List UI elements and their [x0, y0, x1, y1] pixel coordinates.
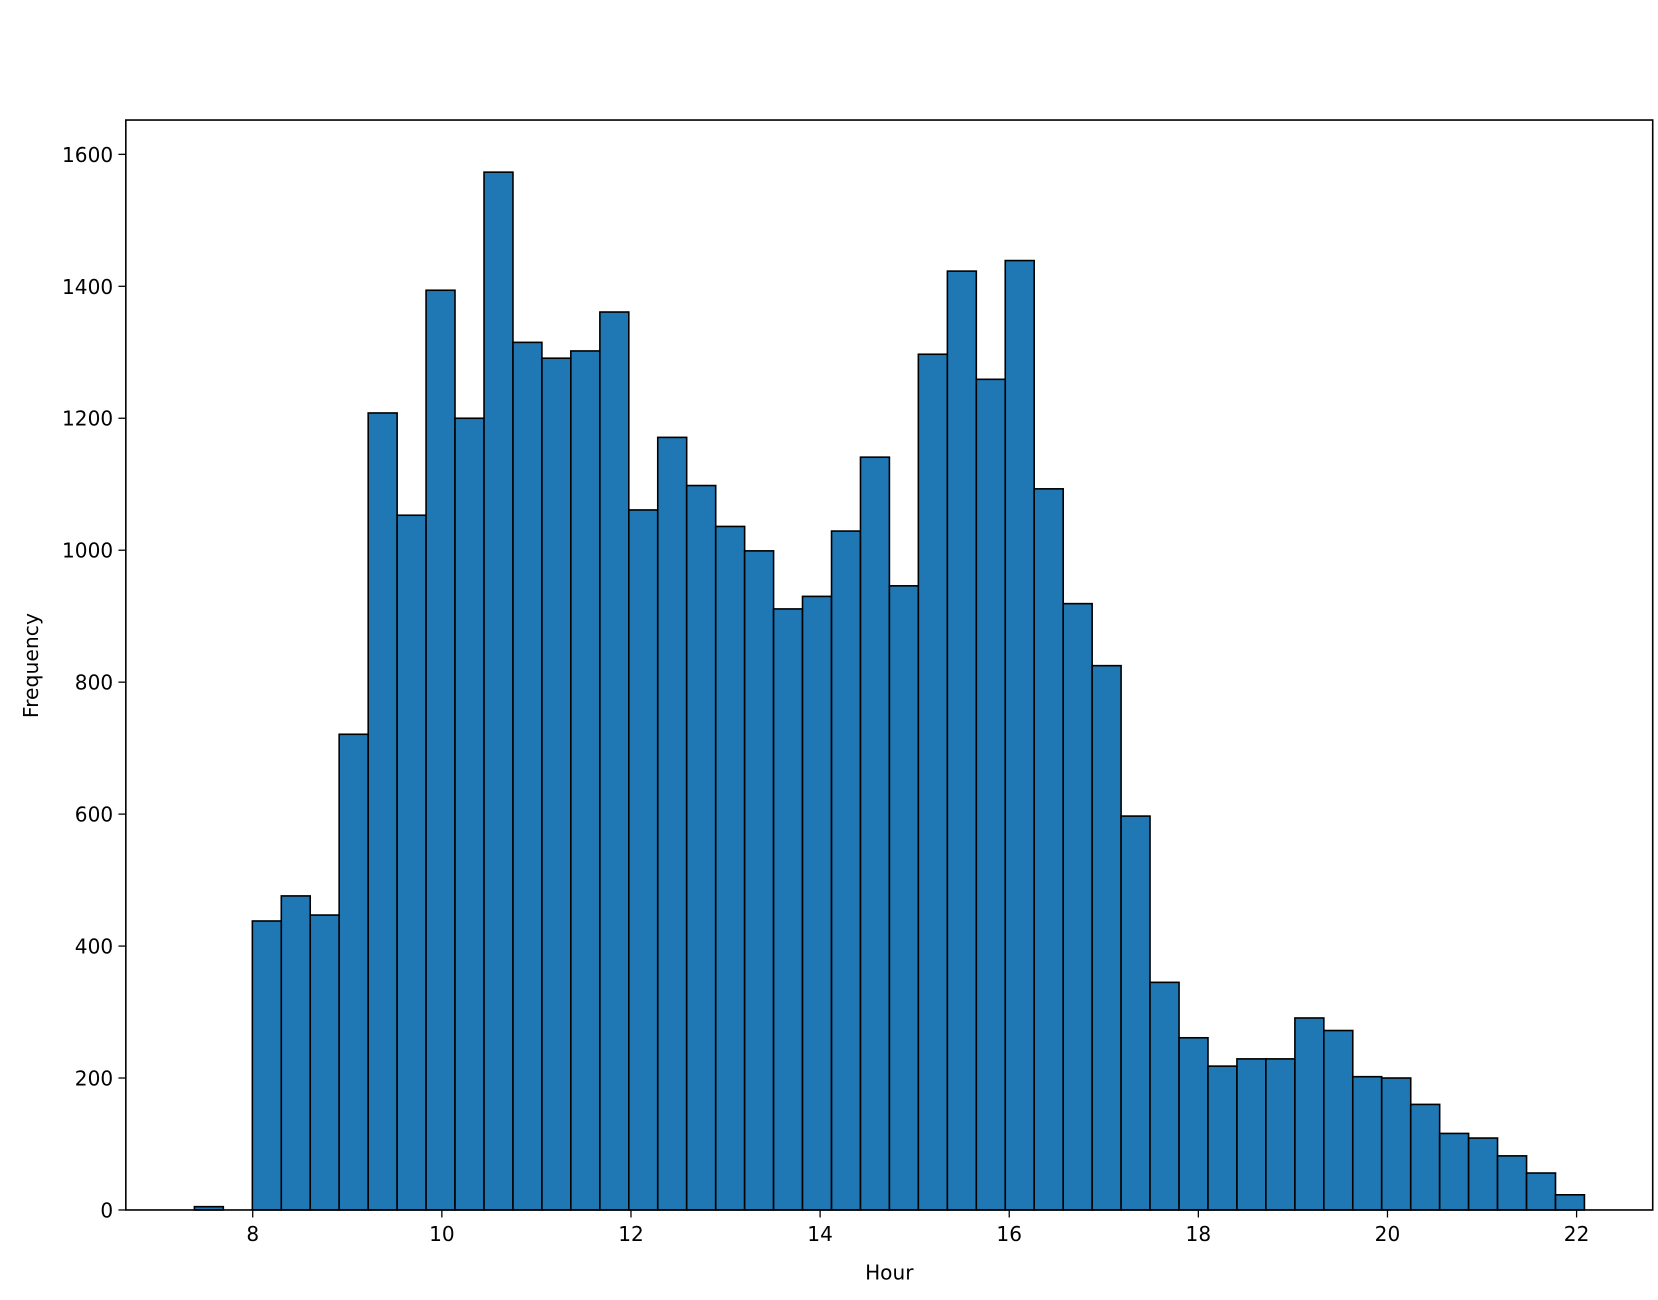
bar [1351, 1075, 1383, 1211]
y-tick-label: 400 [75, 934, 113, 958]
bar [1207, 1065, 1238, 1211]
bar [1438, 1132, 1470, 1211]
x-axis-label: Hour [865, 1261, 914, 1285]
bar [396, 514, 427, 1211]
bar [1120, 815, 1151, 1211]
x-tick-label: 20 [1375, 1222, 1401, 1246]
bar [1380, 1077, 1412, 1211]
y-tick-label: 200 [75, 1066, 113, 1090]
bar [859, 456, 891, 1211]
bar [1033, 488, 1065, 1211]
bar [685, 484, 717, 1211]
y-tick-label: 1600 [62, 143, 113, 167]
bar [1236, 1058, 1267, 1211]
bar [367, 412, 398, 1211]
bar [1467, 1137, 1499, 1211]
x-tick-label: 8 [246, 1222, 259, 1246]
bar [1525, 1172, 1557, 1211]
bar [541, 357, 572, 1211]
bar [1004, 259, 1035, 1211]
x-tick-label: 10 [429, 1222, 455, 1246]
x-tick-label: 22 [1564, 1222, 1590, 1246]
x-tick-label: 16 [996, 1222, 1022, 1246]
x-tick-label: 14 [807, 1222, 833, 1246]
bar [772, 608, 804, 1211]
bar [656, 436, 688, 1211]
bar [512, 341, 543, 1211]
bar [309, 914, 340, 1211]
bar [1323, 1029, 1354, 1211]
bar [830, 530, 862, 1211]
bar [1178, 1036, 1209, 1211]
bar [975, 378, 1007, 1211]
plot-frame [125, 119, 1654, 1211]
y-tick-label: 0 [100, 1198, 113, 1222]
y-tick-label: 1000 [62, 539, 113, 563]
y-tick-label: 800 [75, 671, 113, 695]
y-tick-label: 600 [75, 802, 113, 826]
x-tick-label: 12 [618, 1222, 644, 1246]
x-tick-label: 18 [1186, 1222, 1212, 1246]
bar [917, 353, 949, 1211]
bar [483, 171, 514, 1211]
bar [1496, 1155, 1528, 1211]
bar [801, 595, 833, 1211]
y-tick-label: 1400 [62, 275, 113, 299]
bar [743, 550, 775, 1211]
bar [1062, 602, 1093, 1211]
bar [1265, 1058, 1296, 1211]
bar [888, 585, 920, 1211]
bar [338, 733, 369, 1211]
bar [280, 895, 312, 1211]
bar [628, 509, 659, 1211]
bar [1294, 1017, 1325, 1211]
bar [251, 920, 283, 1211]
bar [946, 270, 978, 1211]
y-tick-label: 1200 [62, 407, 113, 431]
bar [454, 417, 485, 1211]
y-axis-label: Frequency [19, 613, 43, 718]
bar [1091, 664, 1122, 1211]
bar [599, 311, 630, 1211]
bar [425, 289, 456, 1211]
bar [1554, 1193, 1586, 1211]
bar [1149, 981, 1180, 1211]
bar [1409, 1103, 1441, 1211]
bar [570, 350, 601, 1211]
bar [714, 525, 746, 1211]
